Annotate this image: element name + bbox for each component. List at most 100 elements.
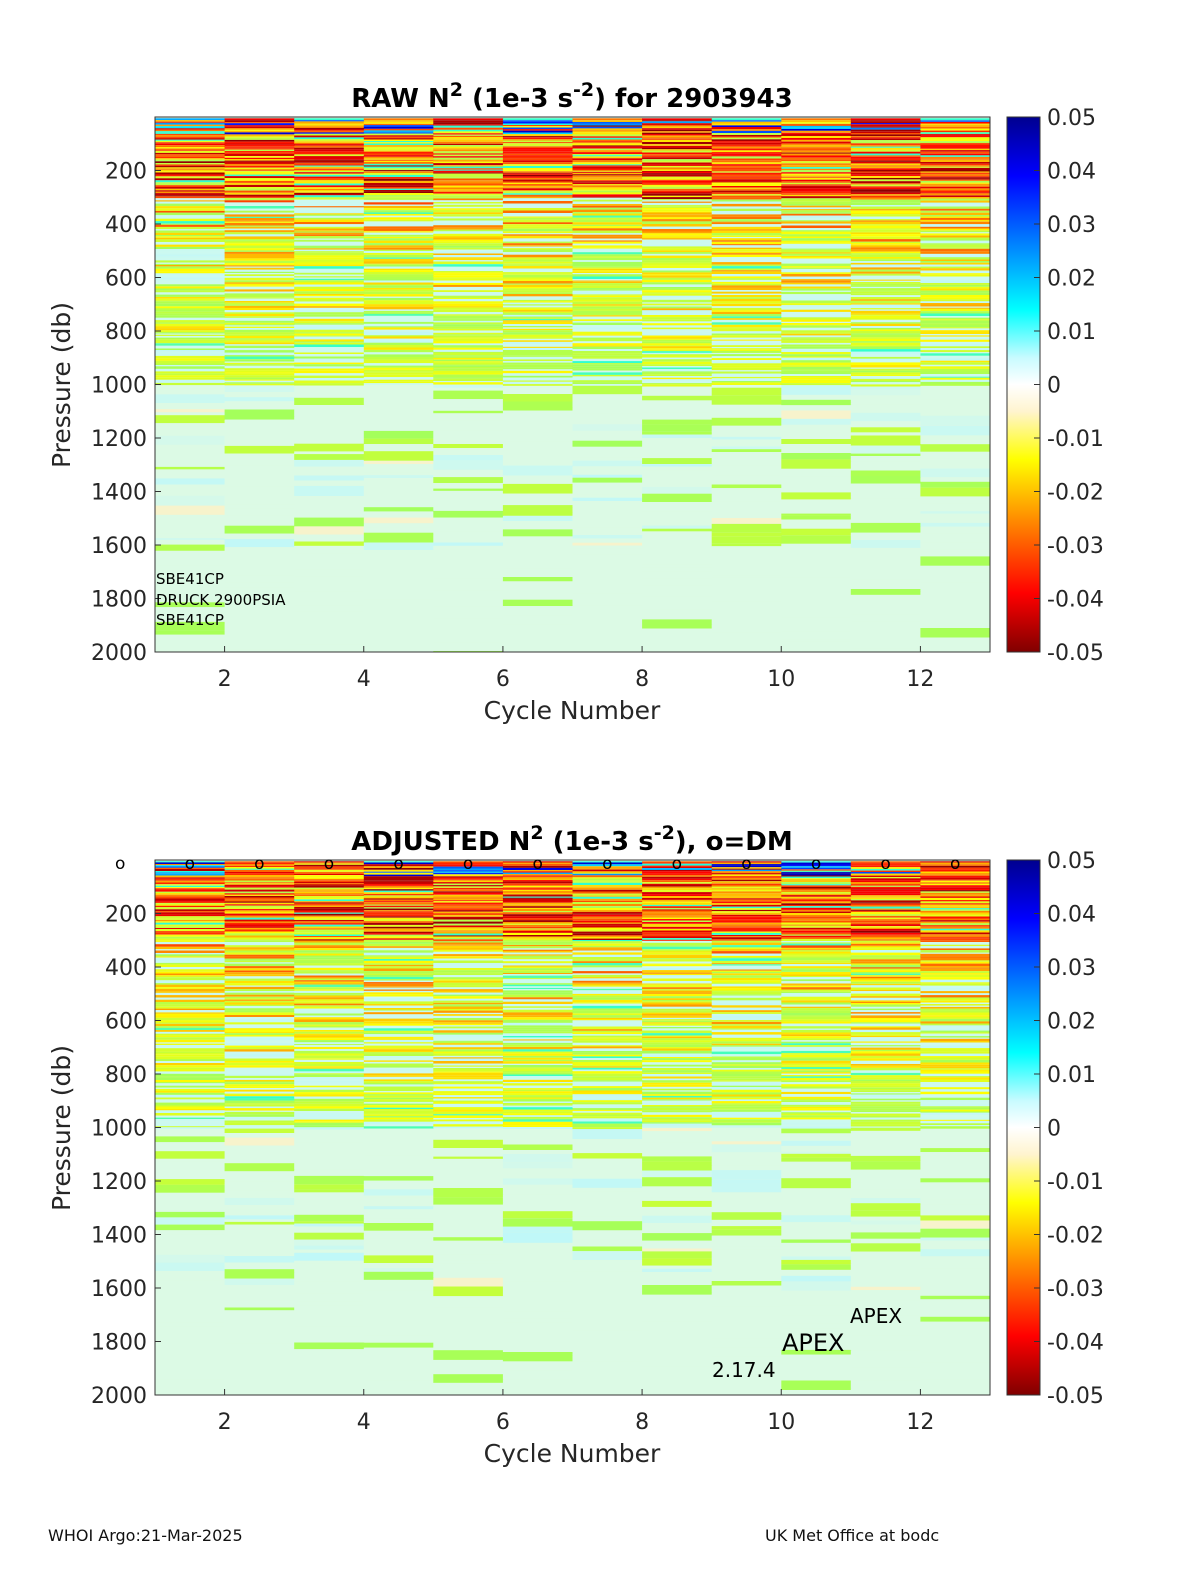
heatmap-cell bbox=[363, 363, 434, 366]
heatmap-cell bbox=[294, 994, 365, 996]
heatmap-cell bbox=[642, 1023, 713, 1026]
heatmap-cell bbox=[502, 1322, 573, 1326]
heatmap-cell bbox=[850, 326, 921, 328]
heatmap-cell bbox=[711, 176, 782, 178]
heatmap-cell bbox=[642, 1131, 713, 1139]
heatmap-cell bbox=[294, 1015, 365, 1018]
heatmap-cell bbox=[572, 1040, 643, 1043]
heatmap-cell bbox=[294, 145, 365, 148]
heatmap-cell bbox=[433, 216, 504, 219]
heatmap-cell bbox=[850, 216, 921, 219]
heatmap-cell bbox=[433, 332, 504, 335]
heatmap-cell bbox=[155, 328, 226, 331]
heatmap-cell bbox=[502, 355, 573, 357]
heatmap-cell bbox=[155, 1069, 226, 1072]
heatmap-cell bbox=[502, 318, 573, 321]
heatmap-cell bbox=[294, 1055, 365, 1059]
heatmap-cell bbox=[572, 973, 643, 975]
heatmap-cell bbox=[572, 868, 643, 870]
heatmap-cell bbox=[363, 887, 434, 890]
heatmap-cell bbox=[502, 162, 573, 165]
heatmap-cell bbox=[433, 483, 504, 489]
heatmap-cell bbox=[572, 148, 643, 151]
heatmap-cell bbox=[920, 244, 991, 248]
heatmap-cell bbox=[155, 1230, 226, 1235]
heatmap-cell bbox=[920, 1133, 991, 1139]
heatmap-cell bbox=[224, 362, 295, 364]
heatmap-cell bbox=[502, 155, 573, 157]
heatmap-cell bbox=[363, 982, 434, 984]
heatmap-cell bbox=[363, 883, 434, 886]
heatmap-cell bbox=[572, 196, 643, 198]
heatmap-cell bbox=[224, 986, 295, 990]
heatmap-cell bbox=[711, 1125, 782, 1127]
heatmap-cell bbox=[294, 344, 365, 348]
heatmap-cell bbox=[920, 874, 991, 876]
heatmap-cell bbox=[572, 370, 643, 373]
heatmap-cell bbox=[363, 955, 434, 957]
heatmap-cell bbox=[363, 571, 434, 579]
heatmap-cell bbox=[224, 1108, 295, 1111]
heatmap-cell bbox=[363, 904, 434, 906]
heatmap-cell bbox=[224, 992, 295, 995]
heatmap-cell bbox=[781, 1108, 852, 1111]
heatmap-cell bbox=[920, 284, 991, 287]
heatmap-cell bbox=[850, 1101, 921, 1104]
heatmap-cell bbox=[642, 239, 713, 241]
heatmap-cell bbox=[711, 884, 782, 887]
heatmap-cell bbox=[224, 882, 295, 884]
heatmap-cell bbox=[850, 1079, 921, 1081]
heatmap-cell bbox=[781, 125, 852, 128]
heatmap-cell bbox=[781, 1117, 852, 1120]
heatmap-cell bbox=[572, 128, 643, 131]
heatmap-cell bbox=[363, 138, 434, 140]
heatmap-cell bbox=[155, 394, 226, 404]
heatmap-cell bbox=[224, 1061, 295, 1063]
heatmap-cell bbox=[781, 263, 852, 267]
heatmap-cell bbox=[363, 921, 434, 923]
heatmap-cell bbox=[294, 347, 365, 349]
heatmap-cell bbox=[642, 1022, 713, 1024]
heatmap-cell bbox=[363, 1355, 434, 1363]
heatmap-cell bbox=[642, 250, 713, 252]
heatmap-cell bbox=[781, 617, 852, 624]
heatmap-cell bbox=[433, 945, 504, 948]
heatmap-cell bbox=[433, 562, 504, 573]
heatmap-cell bbox=[224, 245, 295, 249]
heatmap-cell bbox=[294, 137, 365, 140]
heatmap-cell bbox=[850, 589, 921, 595]
heatmap-cell bbox=[572, 353, 643, 356]
heatmap-cell bbox=[363, 279, 434, 281]
heatmap-cell bbox=[433, 157, 504, 160]
heatmap-cell bbox=[920, 379, 991, 382]
heatmap-cell bbox=[155, 1099, 226, 1101]
heatmap-cell bbox=[711, 1094, 782, 1097]
heatmap-cell bbox=[433, 553, 504, 563]
heatmap-cell bbox=[155, 1051, 226, 1054]
heatmap-cell bbox=[433, 910, 504, 912]
heatmap-cell bbox=[224, 547, 295, 552]
heatmap-cell bbox=[294, 971, 365, 974]
heatmap-cell bbox=[642, 355, 713, 358]
heatmap-cell bbox=[433, 488, 504, 491]
heatmap-cell bbox=[155, 235, 226, 237]
heatmap-cell bbox=[155, 469, 226, 479]
heatmap-cell bbox=[711, 337, 782, 340]
heatmap-cell bbox=[850, 445, 921, 454]
heatmap-cell bbox=[920, 1006, 991, 1009]
heatmap-cell bbox=[502, 931, 573, 933]
heatmap-cell bbox=[433, 328, 504, 331]
heatmap-cell bbox=[363, 300, 434, 302]
heatmap-cell bbox=[294, 628, 365, 631]
heatmap-cell bbox=[920, 323, 991, 326]
heatmap-cell bbox=[363, 910, 434, 912]
heatmap-cell bbox=[363, 150, 434, 152]
heatmap-cell bbox=[363, 153, 434, 156]
heatmap-cell bbox=[433, 272, 504, 274]
heatmap-cell bbox=[850, 197, 921, 200]
heatmap-cell bbox=[781, 1050, 852, 1054]
heatmap-cell bbox=[642, 1120, 713, 1123]
heatmap-cell bbox=[294, 176, 365, 179]
heatmap-cell bbox=[711, 259, 782, 263]
heatmap-cell bbox=[642, 861, 713, 863]
